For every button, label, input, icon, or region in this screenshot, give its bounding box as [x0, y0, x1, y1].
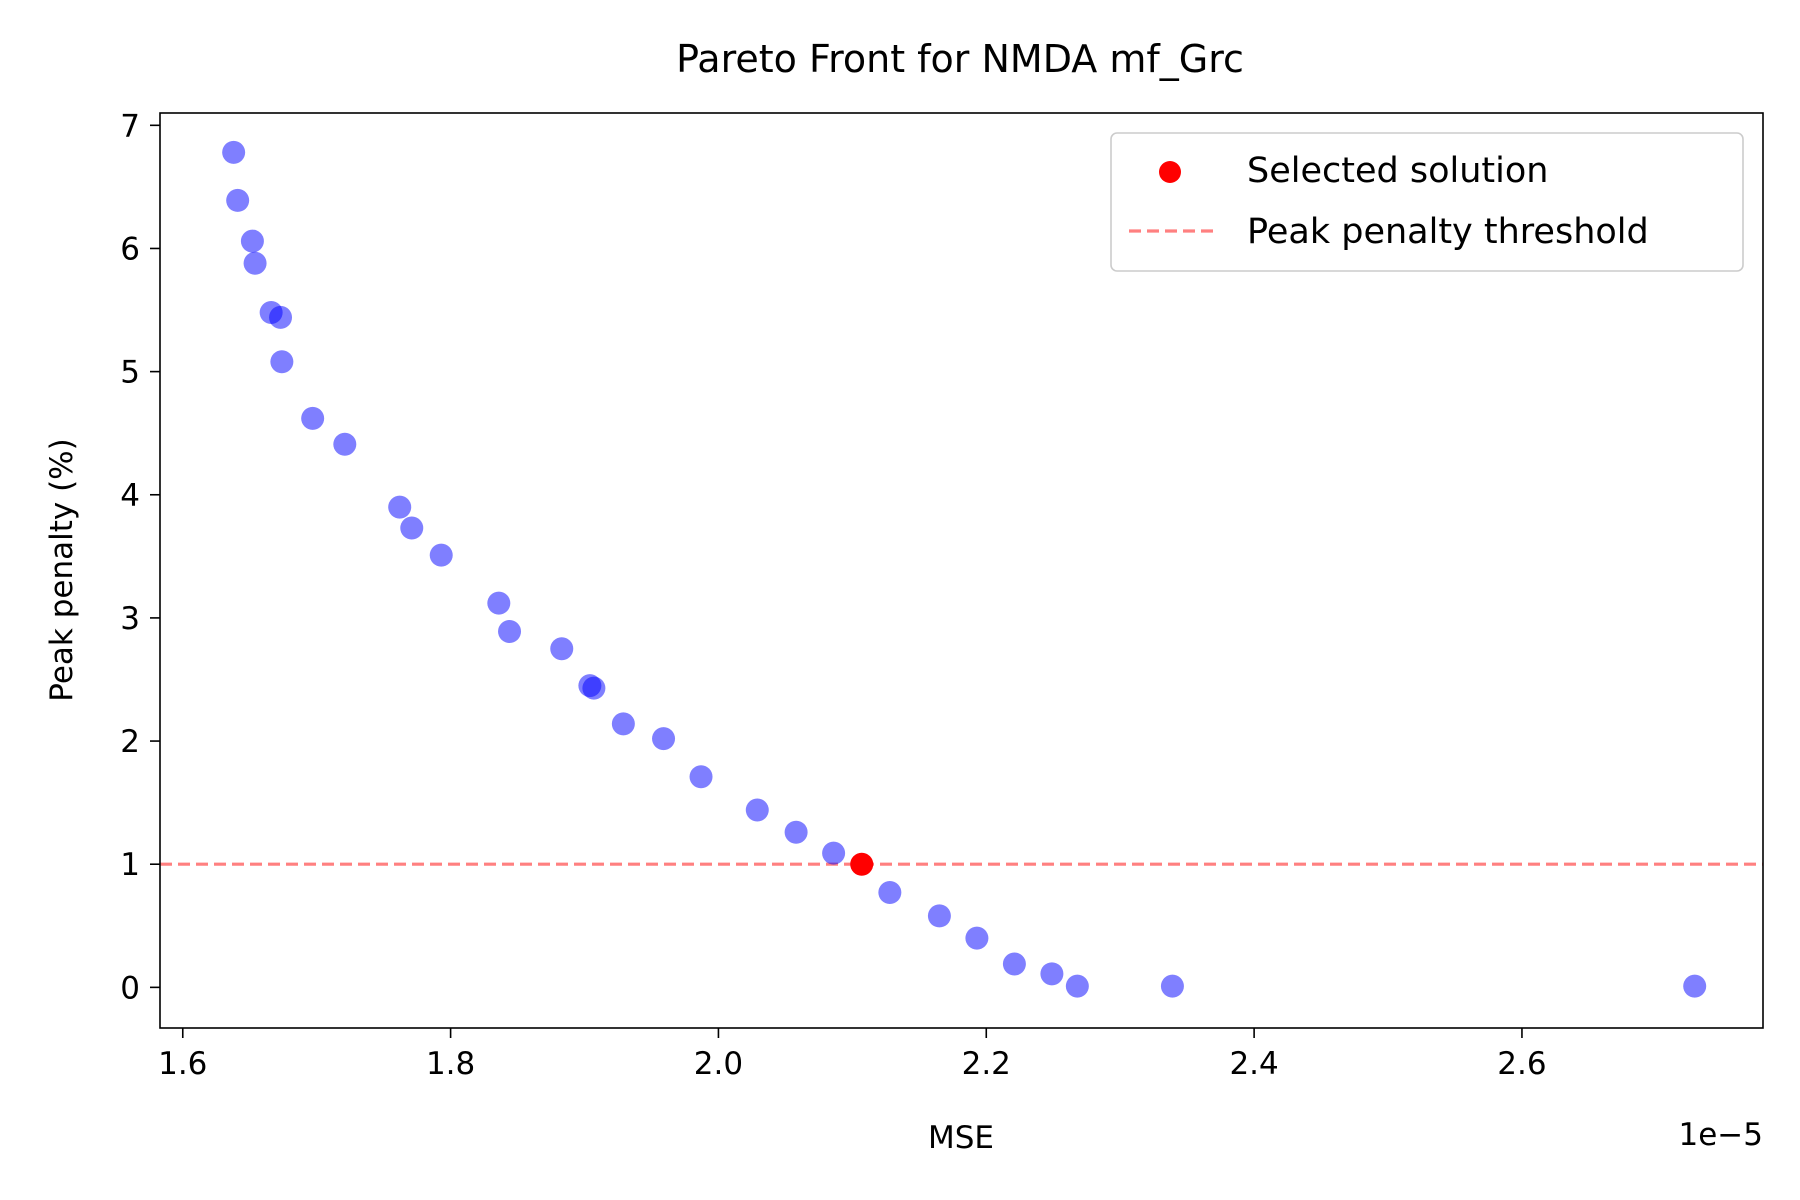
pareto-point: [400, 516, 424, 540]
pareto-point: [1160, 974, 1184, 998]
pareto-point: [611, 712, 635, 736]
y-axis-ticks: 0 1 2 3 4 5 6 7: [120, 108, 160, 1006]
y-axis-label: Peak penalty (%): [44, 438, 80, 701]
legend-selected-label: Selected solution: [1247, 151, 1548, 191]
pareto-point: [243, 251, 267, 275]
legend-selected-marker: [1159, 161, 1181, 183]
pareto-point: [1065, 974, 1089, 998]
legend: Selected solution Peak penalty threshold: [1110, 132, 1744, 272]
y-tick-label: 0: [120, 970, 140, 1006]
pareto-point: [965, 926, 989, 950]
x-tick-label: 2.4: [1229, 1046, 1278, 1082]
pareto-point: [429, 543, 453, 567]
pareto-point: [269, 305, 293, 329]
pareto-point: [1683, 974, 1707, 998]
pareto-point: [240, 229, 264, 253]
legend-box: [1110, 132, 1744, 272]
x-axis-label: MSE: [928, 1120, 994, 1156]
pareto-point: [301, 406, 325, 430]
x-axis-ticks: 1.6 1.8 2.0 2.2 2.4 2.6: [158, 1028, 1547, 1082]
pareto-point: [498, 619, 522, 643]
x-tick-label: 2.0: [694, 1046, 743, 1082]
y-tick-label: 1: [120, 847, 140, 883]
selected-solution-point: [850, 852, 874, 876]
y-tick-label: 7: [120, 108, 140, 144]
pareto-point: [927, 904, 951, 928]
x-tick-label: 2.6: [1497, 1046, 1546, 1082]
x-axis-offset-text: 1e−5: [1679, 1117, 1764, 1153]
pareto-point: [226, 188, 250, 212]
legend-threshold-label: Peak penalty threshold: [1247, 212, 1649, 252]
pareto-point: [222, 140, 246, 164]
x-tick-label: 1.8: [426, 1046, 475, 1082]
pareto-point: [550, 637, 574, 661]
pareto-point: [822, 841, 846, 865]
axes-frame: [159, 112, 1764, 1029]
pareto-point: [878, 881, 902, 905]
y-tick-label: 2: [120, 724, 140, 760]
pareto-point: [652, 727, 676, 751]
pareto-point: [487, 591, 511, 615]
y-tick-label: 3: [120, 601, 140, 637]
pareto-point: [689, 765, 713, 789]
pareto-point: [333, 432, 357, 456]
y-tick-label: 4: [120, 478, 140, 514]
pareto-point: [270, 350, 294, 374]
x-tick-label: 2.2: [962, 1046, 1011, 1082]
chart-title: Pareto Front for NMDA mf_Grc: [676, 37, 1244, 81]
pareto-point: [1040, 962, 1064, 986]
pareto-point: [582, 676, 606, 700]
pareto-point: [1002, 952, 1026, 976]
y-tick-label: 6: [120, 231, 140, 267]
x-tick-label: 1.6: [158, 1046, 207, 1082]
plot-area: [160, 140, 1763, 998]
y-tick-label: 5: [120, 355, 140, 391]
pareto-point: [784, 820, 808, 844]
pareto-point: [388, 495, 412, 519]
pareto-point: [745, 798, 769, 822]
